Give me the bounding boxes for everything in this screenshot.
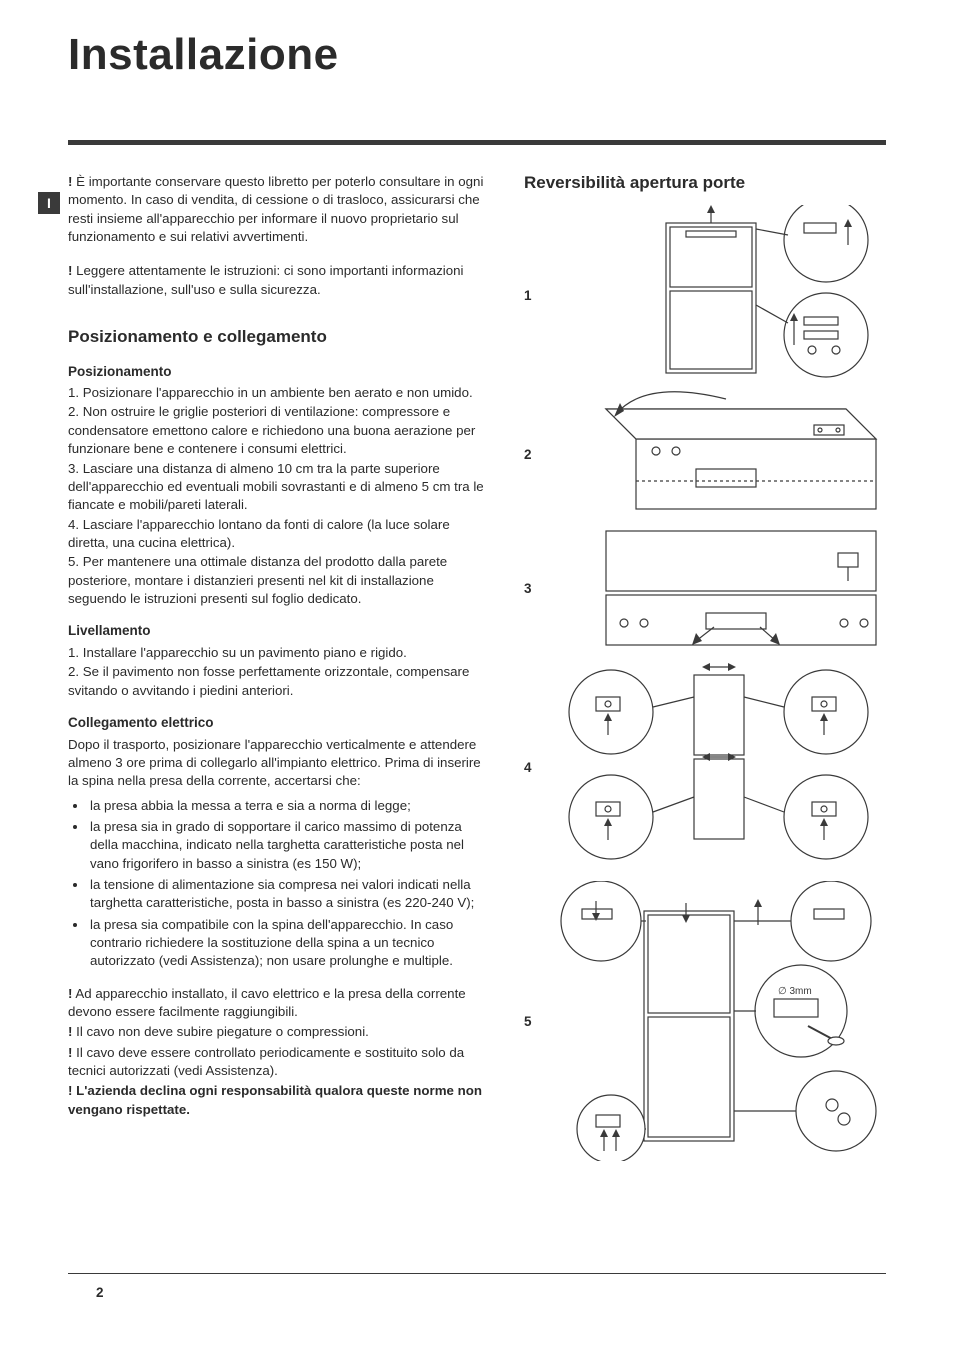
diagram-row: 1 [524, 205, 886, 385]
diagram-step-1 [546, 205, 886, 385]
step-number: 4 [524, 760, 546, 775]
diagram-step-5: ∅ 3mm [546, 881, 886, 1161]
list-item: la presa abbia la messa a terra e sia a … [88, 797, 492, 815]
warning-icon: ! [68, 174, 72, 189]
ele-intro: Dopo il trasporto, posizionare l'apparec… [68, 736, 492, 791]
right-column: Reversibilità apertura porte 1 [524, 173, 886, 1165]
warning-icon: ! [68, 1024, 72, 1039]
pos-item: 5. Per mantenere una ottimale distanza d… [68, 553, 492, 608]
section-heading-reversibility: Reversibilità apertura porte [524, 173, 886, 193]
warning-icon: ! [68, 1083, 72, 1098]
pos-item: 2. Non ostruire le griglie posteriori di… [68, 403, 492, 458]
intro-text-1: È importante conservare questo libretto … [68, 174, 483, 244]
warning-icon: ! [68, 1045, 72, 1060]
step-number: 2 [524, 447, 546, 462]
intro-text-2: Leggere attentamente le istruzioni: ci s… [68, 263, 463, 296]
step-number: 1 [524, 288, 546, 303]
diagram-row: 2 [524, 389, 886, 519]
footer-rule [68, 1273, 886, 1274]
diagram-step-3 [546, 523, 886, 653]
list-item: la tensione di alimentazione sia compres… [88, 876, 492, 913]
subheading-livellamento: Livellamento [68, 622, 492, 641]
pos-item: 1. Posizionare l'apparecchio in un ambie… [68, 384, 492, 402]
warning-line: ! Ad apparecchio installato, il cavo ele… [68, 985, 492, 1022]
language-tab: I [38, 192, 60, 214]
diagram-row: 5 [524, 881, 886, 1161]
list-item: la presa sia compatibile con la spina de… [88, 916, 492, 971]
left-column: ! È importante conservare questo librett… [68, 173, 492, 1165]
horizontal-rule [68, 140, 886, 145]
pos-item: 3. Lasciare una distanza di almeno 10 cm… [68, 460, 492, 515]
liv-item: 2. Se il pavimento non fosse perfettamen… [68, 663, 492, 700]
warning-icon: ! [68, 986, 72, 1001]
step-number: 3 [524, 581, 546, 596]
warning-line: ! Il cavo non deve subire piegature o co… [68, 1023, 492, 1041]
diagram-step-2 [546, 389, 886, 519]
page-number: 2 [96, 1285, 104, 1300]
list-item: la presa sia in grado di sopportare il c… [88, 818, 492, 873]
intro-warning-2: ! Leggere attentamente le istruzioni: ci… [68, 262, 492, 299]
diagram-stack: 1 [524, 205, 886, 1165]
warning-line-bold: ! L'azienda declina ogni responsabilità … [68, 1082, 492, 1119]
content-columns: ! È importante conservare questo librett… [68, 173, 886, 1165]
intro-warning-1: ! È importante conservare questo librett… [68, 173, 492, 246]
diagram-row: 3 [524, 523, 886, 653]
diagram-step-4 [546, 657, 886, 877]
warning-line: ! Il cavo deve essere controllato period… [68, 1044, 492, 1081]
diagram-row: 4 [524, 657, 886, 877]
section-heading-positioning: Posizionamento e collegamento [68, 325, 492, 348]
subheading-posizionamento: Posizionamento [68, 363, 492, 382]
step-number: 5 [524, 1014, 546, 1029]
drill-label: ∅ 3mm [778, 986, 812, 997]
electrical-bullets: la presa abbia la messa a terra e sia a … [68, 797, 492, 971]
pos-item: 4. Lasciare l'apparecchio lontano da fon… [68, 516, 492, 553]
subheading-collegamento: Collegamento elettrico [68, 714, 492, 733]
warning-icon: ! [68, 263, 72, 278]
liv-item: 1. Installare l'apparecchio su un pavime… [68, 644, 492, 662]
page-title: Installazione [68, 30, 886, 80]
